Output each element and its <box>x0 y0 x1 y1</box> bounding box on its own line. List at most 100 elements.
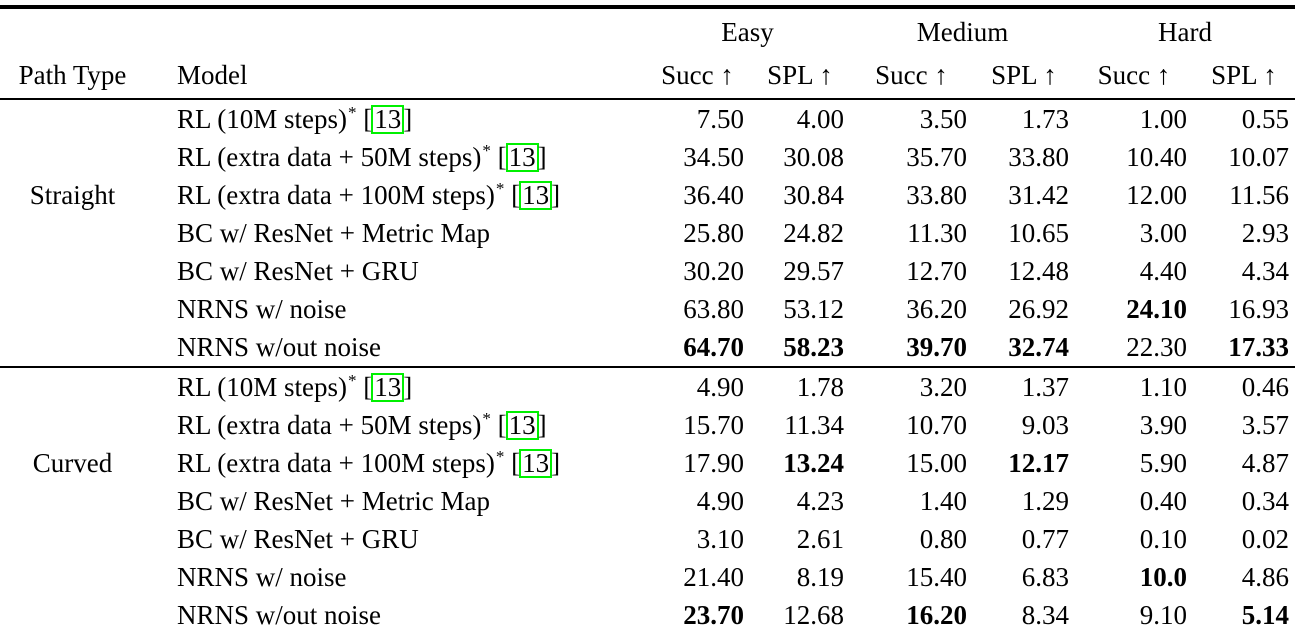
model-name: NRNS w/ noise <box>177 293 347 324</box>
column-header-succ-hard: Succ ↑ <box>1075 48 1194 100</box>
model-name-cell: BC w/ ResNet + GRU <box>145 520 645 558</box>
model-name-cell: RL (extra data + 50M steps)* [13] <box>145 138 645 176</box>
table-row: Curved RL (10M steps)* [13] 4.90 1.78 3.20 1.… <box>0 366 1296 633</box>
metric-value: 4.90 <box>645 366 750 406</box>
asterisk-superscript: * <box>482 140 491 160</box>
metric-value: 13.24 <box>783 447 845 478</box>
metric-value: 24.10 <box>1126 293 1188 324</box>
model-name-cell: RL (extra data + 100M steps)* [13] <box>145 176 645 214</box>
column-header-path-type: Path Type <box>0 48 145 100</box>
metric-value: 4.23 <box>796 485 845 516</box>
metric-value: 4.40 <box>1139 255 1188 286</box>
group-header-medium: Medium <box>916 17 1009 47</box>
table-row: NRNS w/ noise 63.80 53.12 36.20 26.92 24.10 16… <box>0 290 1295 328</box>
metric-value: 33.80 <box>1008 141 1070 172</box>
citation-number-box[interactable]: 13 <box>371 372 405 402</box>
model-name-cell: RL (extra data + 100M steps)* [13] <box>145 444 645 482</box>
table-row: NRNS w/out noise 23.70 12.68 16.20 8.34 9.10 5… <box>0 596 1295 633</box>
citation-link[interactable]: [13] <box>356 103 413 134</box>
column-header-row: Path Type Model Succ ↑ SPL ↑ Succ ↑ SPL … <box>0 48 1296 100</box>
metric-value: 1.40 <box>919 485 968 516</box>
model-name-cell: RL (10M steps)* [13] <box>145 99 645 138</box>
citation-link[interactable]: [13] <box>490 141 547 172</box>
metric-value: 15.70 <box>683 409 744 440</box>
citation-link[interactable]: [13] <box>504 447 561 478</box>
metric-value: 1.29 <box>1021 485 1070 516</box>
metric-value: 24.82 <box>783 217 845 248</box>
model-name: RL (10M steps) <box>177 103 347 134</box>
metric-value: 36.40 <box>683 179 744 210</box>
metric-value: 58.23 <box>783 331 845 362</box>
table-row: BC w/ ResNet + Metric Map 4.90 4.23 1.40 1.2… <box>0 482 1295 520</box>
citation-link[interactable]: [13] <box>504 179 561 210</box>
column-header-succ-medium: Succ ↑ <box>850 48 974 100</box>
metric-value: 0.77 <box>1021 523 1070 554</box>
asterisk-superscript: * <box>482 408 491 428</box>
metric-value: 10.07 <box>1228 141 1290 172</box>
citation-number-box[interactable]: 13 <box>519 180 553 210</box>
citation-number-box[interactable]: 13 <box>519 448 553 478</box>
model-name: RL (extra data + 50M steps) <box>177 409 482 440</box>
metric-value: 1.10 <box>1075 366 1194 406</box>
model-name-cell: BC w/ ResNet + Metric Map <box>145 214 645 252</box>
citation-link[interactable]: [13] <box>356 371 413 402</box>
metric-value: 0.34 <box>1241 485 1290 516</box>
metric-value: 34.50 <box>683 141 744 172</box>
metric-value: 25.80 <box>683 217 744 248</box>
metric-value: 5.90 <box>1139 447 1188 478</box>
model-name: BC w/ ResNet + Metric Map <box>177 217 490 248</box>
asterisk-superscript: * <box>348 370 357 390</box>
column-header-spl-medium: SPL ↑ <box>973 48 1076 100</box>
citation-link[interactable]: [13] <box>490 409 547 440</box>
metric-value: 4.86 <box>1241 561 1290 592</box>
metric-value: 30.08 <box>783 141 845 172</box>
citation-number-box[interactable]: 13 <box>505 142 539 172</box>
metric-value: 10.40 <box>1126 141 1188 172</box>
metric-value: 26.92 <box>1008 293 1070 324</box>
asterisk-superscript: * <box>348 102 357 122</box>
column-header-spl-hard: SPL ↑ <box>1193 48 1296 100</box>
table-row: RL (extra data + 100M steps)* [13] 17.90 1… <box>0 444 1295 482</box>
metric-value: 0.80 <box>919 523 968 554</box>
path-type-label: Straight <box>29 180 116 210</box>
metric-value: 1.00 <box>1139 103 1188 134</box>
model-name-cell: BC w/ ResNet + GRU <box>145 252 645 290</box>
model-name-cell: RL (10M steps)* [13] <box>145 366 645 406</box>
metric-value: 22.30 <box>1126 331 1188 362</box>
citation-number-box[interactable]: 13 <box>371 104 405 134</box>
metric-value: 33.80 <box>906 179 968 210</box>
metric-value: 17.33 <box>1228 331 1290 362</box>
citation-number-box[interactable]: 13 <box>505 410 539 440</box>
metric-value: 3.50 <box>919 103 968 134</box>
metric-value: 11.34 <box>784 409 845 440</box>
metric-value: 16.20 <box>906 599 968 630</box>
model-name: BC w/ ResNet + GRU <box>177 255 419 286</box>
table-row: RL (extra data + 50M steps)* [13] 34.50 30… <box>0 138 1295 176</box>
metric-value: 9.03 <box>1021 409 1070 440</box>
metric-value: 63.80 <box>683 293 744 324</box>
model-name-cell: NRNS w/ noise <box>145 558 645 596</box>
metric-value: 7.50 <box>696 103 744 134</box>
group-header-easy: Easy <box>721 17 774 47</box>
metric-value: 11.56 <box>1229 179 1290 210</box>
metric-value: 4.34 <box>1241 255 1290 286</box>
metric-value: 0.10 <box>1139 523 1188 554</box>
metric-value: 1.73 <box>1021 103 1070 134</box>
metric-value: 23.70 <box>683 599 744 630</box>
metric-value: 9.10 <box>1139 599 1188 630</box>
group-header-row: Easy Medium Hard <box>0 7 1295 48</box>
group-header-hard: Hard <box>1158 17 1213 47</box>
metric-value: 15.00 <box>906 447 968 478</box>
metric-value: 15.40 <box>906 561 968 592</box>
metric-value: 0.02 <box>1241 523 1290 554</box>
metric-value: 0.40 <box>1139 485 1188 516</box>
column-header-model: Model <box>145 48 645 100</box>
metric-value: 30.20 <box>683 255 744 286</box>
metric-value: 31.42 <box>1008 179 1070 210</box>
metric-value: 3.57 <box>1241 409 1290 440</box>
metric-value: 3.90 <box>1139 409 1188 440</box>
column-header-succ-easy: Succ ↑ <box>645 48 750 100</box>
metric-value: 30.84 <box>783 179 845 210</box>
table-row: NRNS w/ noise 21.40 8.19 15.40 6.83 10.0 4.86 <box>0 558 1295 596</box>
path-type-label: Curved <box>32 448 113 478</box>
